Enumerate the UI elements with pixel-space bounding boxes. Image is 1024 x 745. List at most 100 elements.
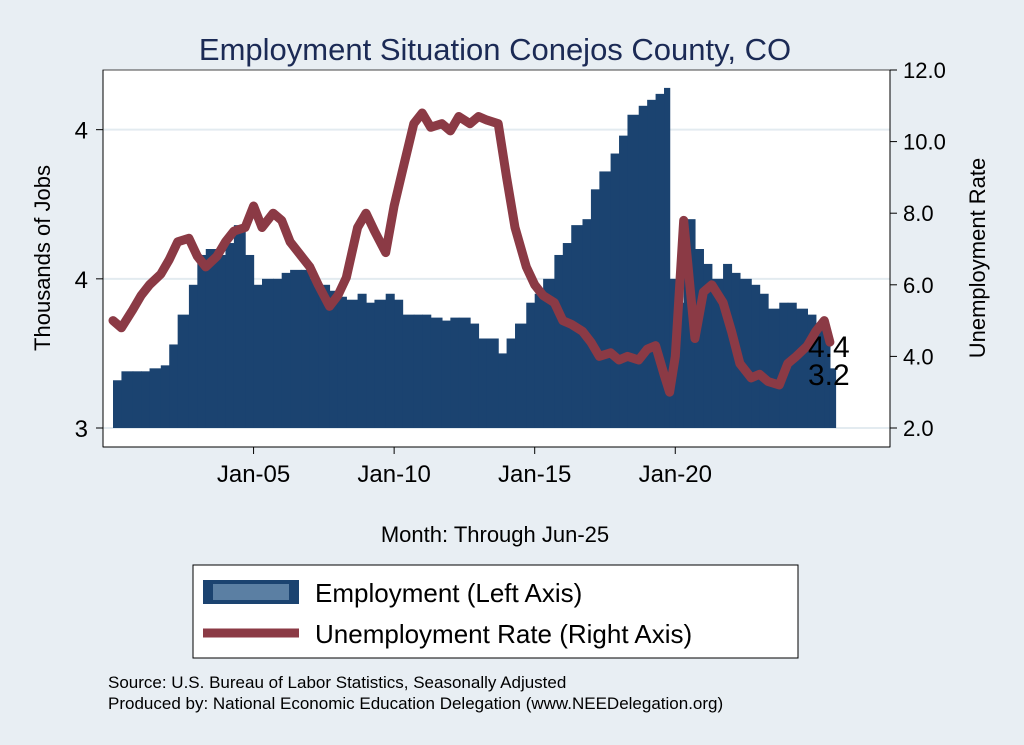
legend: Employment (Left Axis) Unemployment Rate…	[192, 564, 799, 659]
employment-bar	[815, 323, 825, 428]
left-axis-tick-label: 4	[75, 267, 88, 294]
employment-bar	[205, 249, 218, 428]
employment-bar	[169, 344, 179, 428]
employment-bar	[647, 99, 657, 428]
employment-bar	[534, 293, 544, 428]
x-axis-tick-label: Jan-20	[639, 461, 712, 488]
employment-bar	[225, 243, 235, 428]
employment-bar	[562, 243, 572, 428]
employment-bar	[233, 225, 246, 428]
employment-bar	[638, 105, 648, 429]
employment-bar	[751, 284, 761, 428]
end-label-employment: 3.2	[808, 359, 850, 392]
employment-bar	[768, 308, 780, 428]
legend-label-unemployment: Unemployment Rate (Right Axis)	[315, 619, 692, 649]
employment-bars	[113, 87, 837, 429]
left-axis: 3 4 4	[75, 70, 104, 447]
employment-bar	[141, 371, 151, 428]
employment-bar	[132, 371, 142, 428]
employment-bar	[197, 254, 207, 428]
right-axis-tick-label: 8.0	[903, 201, 934, 226]
employment-bar	[357, 293, 367, 428]
right-axis-tick-label: 10.0	[903, 130, 946, 155]
employment-bar	[543, 278, 555, 428]
right-axis-tick-label: 2.0	[903, 416, 934, 441]
employment-bar	[160, 365, 170, 428]
employment-bar	[723, 263, 733, 428]
employment-bar	[450, 317, 460, 428]
right-axis-tick-label: 6.0	[903, 273, 934, 298]
left-axis-tick-label: 4	[75, 118, 88, 145]
employment-bar	[703, 263, 713, 428]
employment-bar	[188, 284, 198, 428]
employment-bar	[346, 299, 359, 428]
employment-bar	[486, 338, 499, 428]
employment-bar	[796, 308, 808, 428]
employment-bar	[262, 278, 274, 428]
employment-bar	[526, 302, 536, 428]
employment-bar	[413, 314, 423, 428]
employment-bar	[366, 302, 376, 428]
employment-bar	[478, 338, 488, 428]
producer-line: Produced by: National Economic Education…	[108, 694, 724, 713]
employment-bar	[619, 135, 629, 428]
employment-bar	[402, 314, 415, 428]
employment-bar	[590, 189, 600, 428]
employment-bar	[599, 171, 612, 428]
legend-label-employment: Employment (Left Axis)	[315, 578, 582, 608]
employment-bar	[441, 320, 451, 428]
employment-bar	[281, 272, 291, 428]
employment-bar	[385, 293, 395, 428]
source-line: Source: U.S. Bureau of Labor Statistics,…	[108, 673, 567, 692]
x-axis-tick-label: Jan-05	[217, 461, 290, 488]
unemployment-line	[108, 108, 835, 397]
employment-bar	[217, 254, 227, 428]
employment-bar	[824, 338, 831, 428]
right-axis: 2.0 4.0 6.0 8.0 10.0 12.0	[889, 58, 946, 447]
employment-bar	[655, 93, 665, 428]
employment-bar	[374, 299, 387, 428]
employment-bar	[554, 254, 564, 428]
employment-bar	[711, 278, 724, 428]
right-axis-tick-label: 4.0	[903, 344, 934, 369]
employment-bar	[309, 278, 319, 428]
employment-bar	[675, 302, 685, 428]
employment-bar	[121, 371, 134, 428]
x-axis: Jan-05 Jan-10 Jan-15 Jan-20	[103, 446, 890, 488]
employment-bar	[113, 380, 123, 428]
end-label-unemployment: 4.4	[808, 331, 850, 364]
employment-bar	[253, 284, 263, 428]
chart-title: Employment Situation Conejos County, CO	[199, 32, 791, 67]
employment-bar	[515, 323, 527, 428]
employment-bar	[318, 284, 331, 428]
employment-bar	[627, 114, 640, 428]
y-axis-left-label: Thousands of Jobs	[30, 165, 55, 351]
x-axis-label: Month: Through Jun-25	[381, 522, 609, 547]
employment-bar	[430, 317, 443, 428]
employment-bar	[301, 269, 311, 428]
employment-bar	[739, 278, 752, 428]
employment-bar	[422, 314, 432, 428]
left-axis-tick-label: 3	[75, 416, 88, 443]
employment-bar	[337, 296, 347, 428]
employment-bar	[149, 368, 162, 428]
employment-bar	[498, 353, 508, 428]
employment-bar	[177, 314, 190, 428]
right-axis-tick-label: 12.0	[903, 58, 946, 83]
employment-bar	[290, 269, 302, 428]
employment-bar	[329, 290, 339, 428]
employment-bar	[506, 338, 516, 428]
legend-swatch-employment-inner	[213, 584, 289, 600]
employment-bar	[807, 314, 817, 428]
employment-bar	[273, 278, 283, 428]
employment-bar	[610, 153, 620, 429]
source-note: Source: U.S. Bureau of Labor Statistics,…	[108, 672, 723, 714]
x-axis-tick-label: Jan-10	[357, 461, 430, 488]
employment-bar	[470, 323, 480, 428]
y-axis-right-label: Unemployment Rate	[965, 158, 990, 359]
employment-bar	[458, 317, 471, 428]
employment-bar	[394, 299, 404, 428]
employment-bar	[664, 87, 671, 429]
x-axis-tick-label: Jan-15	[498, 461, 571, 488]
